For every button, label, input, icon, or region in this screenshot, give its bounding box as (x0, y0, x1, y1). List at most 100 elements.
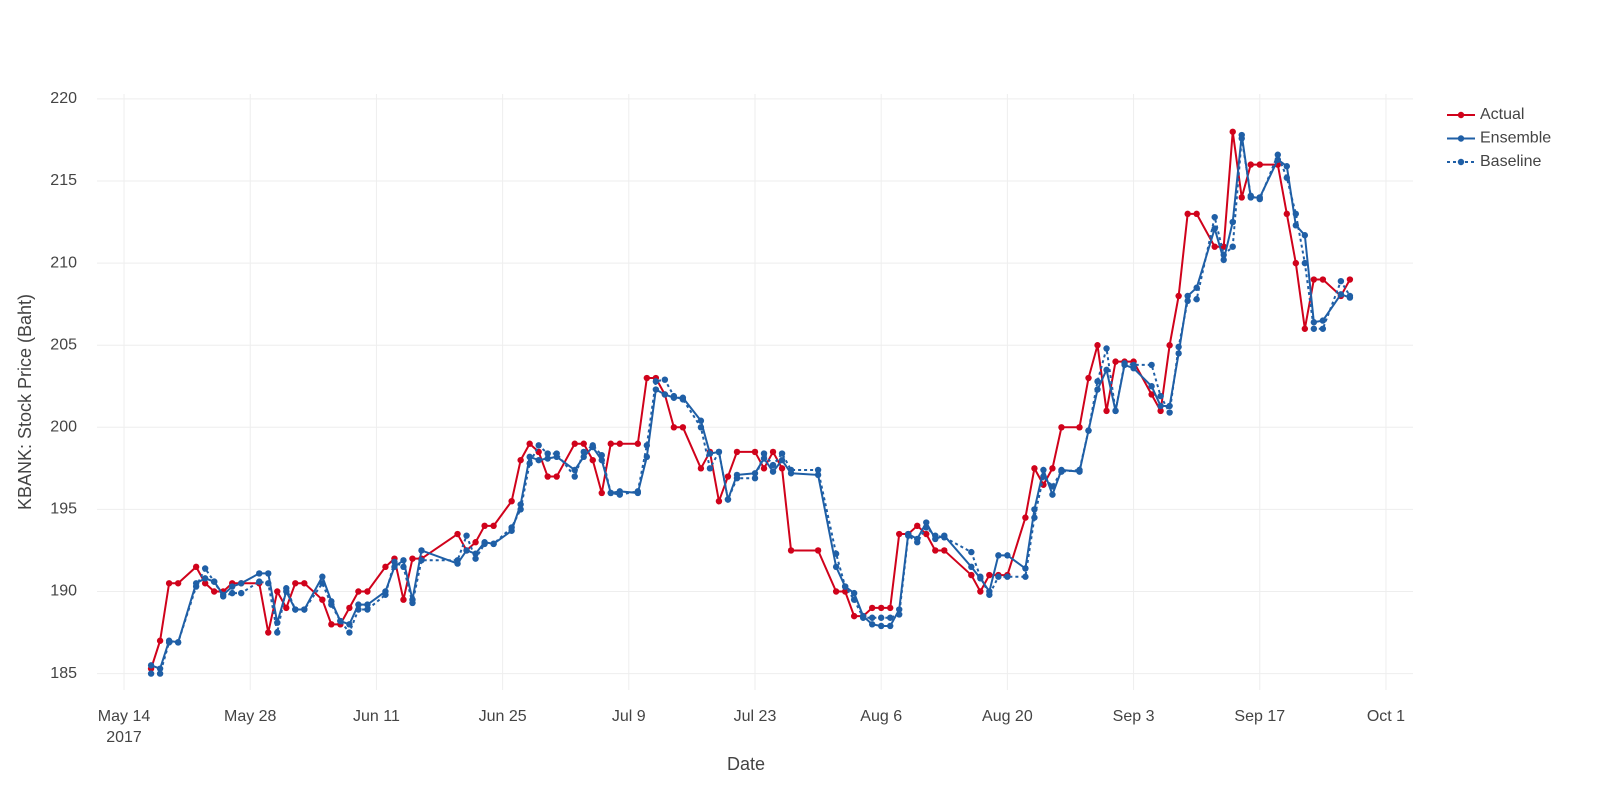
point (526, 460, 533, 467)
point (1292, 210, 1300, 218)
point (1040, 473, 1047, 480)
point (841, 583, 849, 590)
point (526, 440, 533, 447)
point (1184, 292, 1191, 300)
point (1040, 466, 1047, 474)
point (877, 604, 885, 612)
point (1148, 391, 1155, 398)
point (319, 573, 326, 580)
point (643, 442, 651, 449)
point (697, 424, 705, 431)
point (832, 588, 840, 595)
point (887, 622, 894, 630)
point (661, 391, 669, 398)
point (201, 580, 209, 587)
point (832, 563, 840, 571)
point (346, 629, 353, 636)
point (364, 601, 371, 608)
point (580, 448, 587, 456)
point (283, 585, 290, 592)
point (715, 497, 723, 505)
point (355, 601, 362, 608)
point (914, 539, 921, 546)
point (724, 496, 732, 503)
point (751, 474, 759, 482)
point (391, 558, 398, 566)
point (553, 473, 560, 480)
point (1166, 409, 1173, 416)
point (1166, 342, 1173, 349)
y-tick-label: 205 (50, 336, 77, 353)
point (1238, 135, 1245, 142)
point (760, 465, 768, 472)
point (1130, 361, 1137, 369)
point (346, 604, 353, 612)
point (274, 588, 281, 595)
point (986, 571, 993, 579)
point (932, 547, 939, 554)
point (1346, 276, 1354, 283)
point (355, 606, 362, 613)
point (1337, 277, 1345, 285)
point (832, 550, 840, 557)
point (1121, 360, 1128, 367)
y-tick-label: 190 (50, 583, 77, 600)
point (553, 450, 560, 457)
point (877, 614, 885, 621)
point (733, 474, 741, 482)
point (1256, 161, 1263, 168)
point (210, 578, 218, 585)
point (481, 522, 488, 530)
point (256, 570, 263, 577)
point (1085, 374, 1092, 382)
point (238, 580, 245, 587)
point (535, 456, 542, 464)
point (733, 448, 741, 456)
point (229, 589, 236, 597)
point (1193, 210, 1200, 218)
point (454, 557, 461, 564)
y-tick-label: 185 (50, 665, 77, 682)
point (400, 557, 407, 564)
point (481, 540, 488, 548)
point (580, 440, 587, 447)
point (1049, 465, 1056, 472)
point (1076, 466, 1083, 474)
point (589, 456, 596, 464)
point (210, 588, 218, 595)
point (409, 555, 416, 562)
point (400, 596, 407, 603)
point (1049, 483, 1056, 490)
point (1040, 481, 1047, 488)
point (418, 547, 425, 554)
point (355, 588, 362, 595)
point (571, 440, 578, 447)
point (364, 606, 371, 613)
point (1238, 194, 1245, 201)
point (201, 575, 209, 582)
point (634, 440, 642, 447)
point (256, 578, 263, 585)
point (517, 456, 524, 464)
point (1283, 210, 1291, 218)
point (192, 583, 200, 590)
point (968, 548, 975, 556)
point (968, 571, 975, 579)
point (769, 448, 777, 456)
point (544, 473, 551, 480)
line (151, 138, 1351, 675)
point (319, 580, 326, 587)
point (1220, 256, 1227, 264)
point (1283, 163, 1291, 170)
point (156, 670, 164, 677)
point (977, 573, 984, 580)
point (607, 489, 614, 497)
point (1184, 297, 1191, 305)
point (932, 532, 939, 539)
point (968, 563, 975, 571)
point (472, 555, 479, 562)
point (778, 450, 786, 457)
point (265, 629, 272, 636)
point (301, 606, 308, 613)
point (1346, 292, 1354, 300)
